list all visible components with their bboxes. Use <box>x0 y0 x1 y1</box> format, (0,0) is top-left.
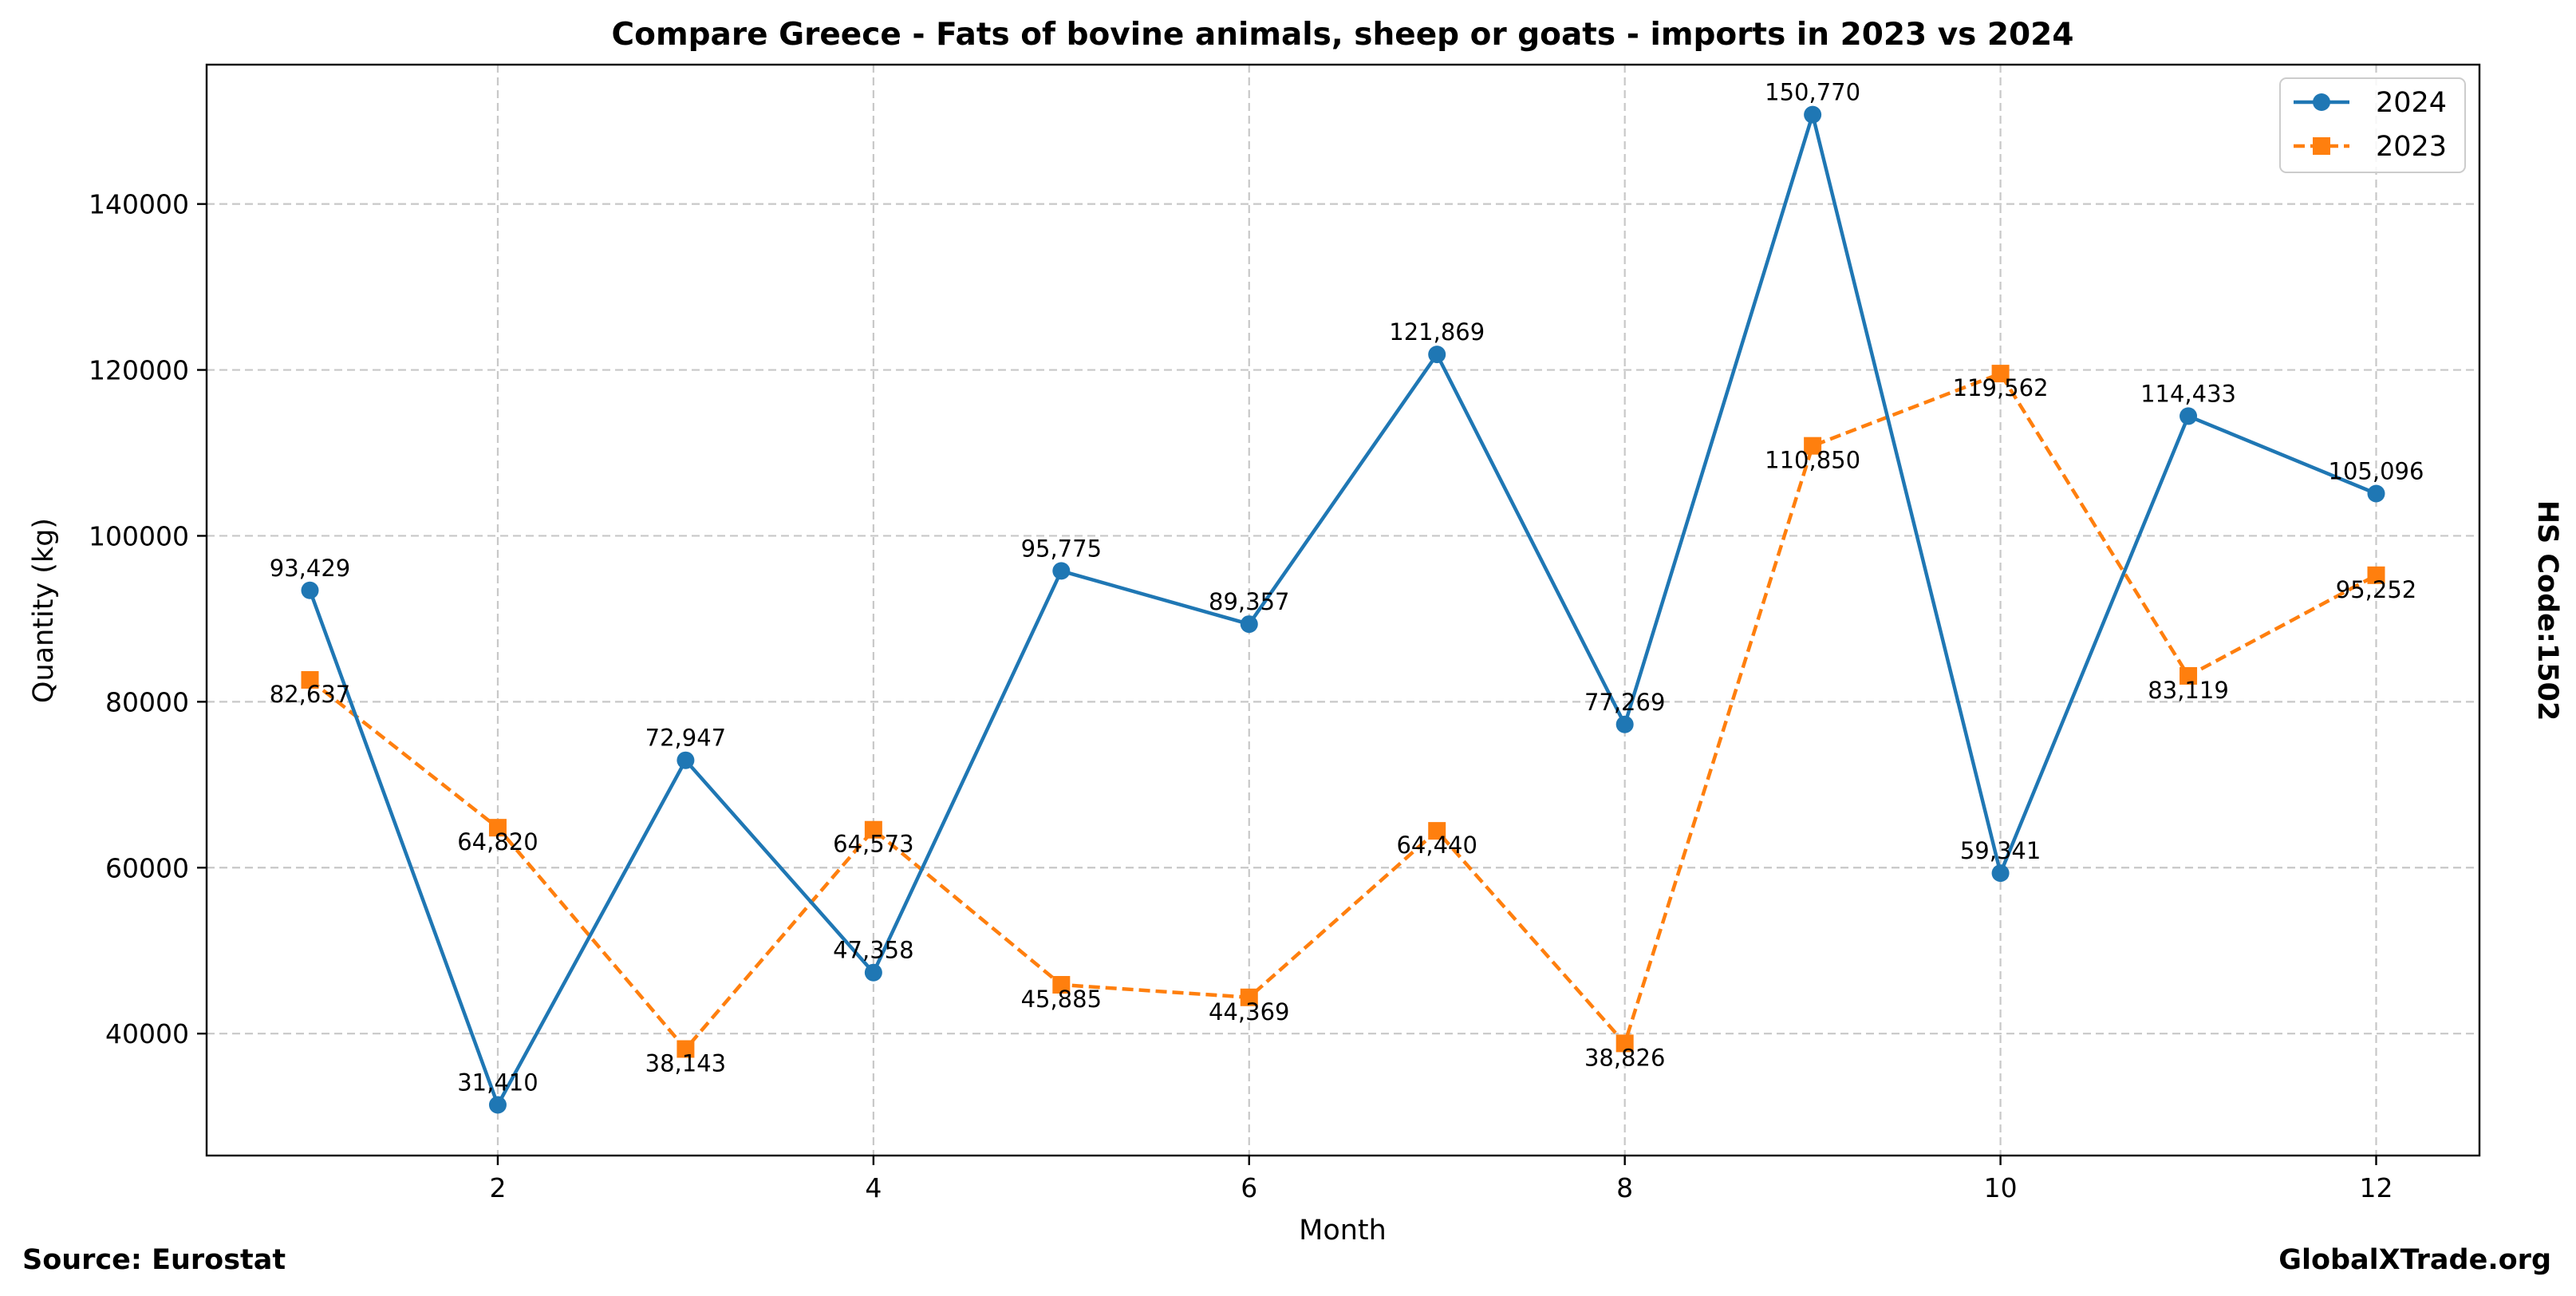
y-tick-label: 120000 <box>89 355 189 386</box>
point-2024 <box>1428 346 1446 364</box>
point-2024 <box>1991 864 2010 883</box>
point-2024 <box>677 751 695 769</box>
y-tick-label: 80000 <box>105 686 189 717</box>
series-line-2023 <box>309 371 2377 1051</box>
point-2023 <box>488 819 507 837</box>
point-2023 <box>677 1040 695 1058</box>
data-label-2024: 59,341 <box>1960 837 2041 864</box>
point-2024 <box>1052 562 1071 580</box>
point-2023 <box>864 820 882 839</box>
point-2024 <box>864 963 882 982</box>
x-tick-label: 12 <box>2360 1172 2393 1203</box>
point-2023 <box>1240 988 1258 1006</box>
point-2024 <box>1615 715 1634 733</box>
chart-title: Compare Greece - Fats of bovine animals,… <box>612 17 2074 53</box>
legend: 2024 2023 <box>2279 77 2466 173</box>
x-tick-label: 6 <box>1241 1172 1257 1203</box>
data-label-2023: 64,440 <box>1396 832 1477 859</box>
data-label-2023: 44,369 <box>1209 998 1289 1025</box>
data-label-2023: 83,119 <box>2148 677 2228 704</box>
data-label-2023: 38,143 <box>645 1049 726 1077</box>
data-label-2024: 150,770 <box>1765 79 1860 106</box>
hs-code-label: HS Code:1502 <box>2531 500 2563 721</box>
series-line-2024 <box>308 113 2377 1107</box>
legend-marker-2023 <box>2313 137 2330 155</box>
x-tick-label: 4 <box>865 1172 882 1203</box>
x-tick-label: 2 <box>489 1172 506 1203</box>
y-tick-label: 140000 <box>89 189 189 220</box>
point-2023 <box>1615 1034 1634 1053</box>
data-label-2024: 77,269 <box>1584 689 1665 716</box>
data-label-2023: 45,885 <box>1021 986 1102 1013</box>
point-2023 <box>301 670 319 689</box>
point-2023 <box>2367 566 2385 584</box>
data-label-2023: 38,826 <box>1584 1044 1665 1071</box>
point-2024 <box>1240 615 1258 634</box>
x-tick-label: 8 <box>1616 1172 1633 1203</box>
brand-label: GlobalXTrade.org <box>2278 1244 2551 1276</box>
data-label-2024: 121,869 <box>1389 318 1485 346</box>
x-tick-label: 10 <box>1984 1172 2018 1203</box>
point-2023 <box>1991 365 2010 383</box>
y-tick-label: 40000 <box>105 1018 189 1049</box>
point-2023 <box>1804 437 1822 455</box>
legend-label-2023: 2023 <box>2376 131 2447 163</box>
data-label-2024: 105,096 <box>2329 457 2424 484</box>
data-label-2023: 119,562 <box>1953 374 2049 401</box>
point-2024 <box>2180 407 2198 425</box>
ticks-layer: 2 4 6 8 10 12 40000 60000 80000 100000 120000 14000… <box>89 189 2393 1203</box>
data-label-2023: 64,573 <box>833 831 913 858</box>
data-label-2023: 82,637 <box>270 681 350 708</box>
data-labels-layer: 93,429 31,410 72,947 47,358 95,775 89,357 121,… <box>270 79 2424 1096</box>
data-label-2024: 89,357 <box>1209 588 1289 615</box>
point-2023 <box>1428 822 1446 840</box>
point-2024 <box>2367 484 2385 503</box>
legend-marker-2024 <box>2313 93 2330 111</box>
y-tick-label: 60000 <box>105 852 189 883</box>
x-axis-label: Month <box>1299 1215 1387 1247</box>
data-label-2024: 93,429 <box>270 555 350 582</box>
plot-frame <box>205 63 2481 1157</box>
point-2024 <box>1804 105 1822 124</box>
data-label-2023: 64,820 <box>457 828 538 855</box>
y-tick-label: 100000 <box>89 520 189 551</box>
data-label-2023: 95,252 <box>2336 576 2416 603</box>
data-label-2024: 31,410 <box>457 1069 538 1096</box>
data-label-2024: 72,947 <box>645 725 726 752</box>
data-label-2024: 47,358 <box>833 937 913 964</box>
legend-label-2024: 2024 <box>2376 87 2447 119</box>
point-2024 <box>488 1096 507 1114</box>
source-label: Source: Eurostat <box>22 1244 286 1276</box>
data-label-2024: 114,433 <box>2140 380 2236 407</box>
point-2023 <box>1052 976 1071 994</box>
data-label-2023: 110,850 <box>1765 447 1860 474</box>
point-2024 <box>301 581 319 599</box>
point-2023 <box>2180 666 2198 685</box>
series-layer <box>301 105 2385 1114</box>
y-axis-label: Quantity (kg) <box>28 518 60 703</box>
data-label-2024: 95,775 <box>1021 535 1102 562</box>
